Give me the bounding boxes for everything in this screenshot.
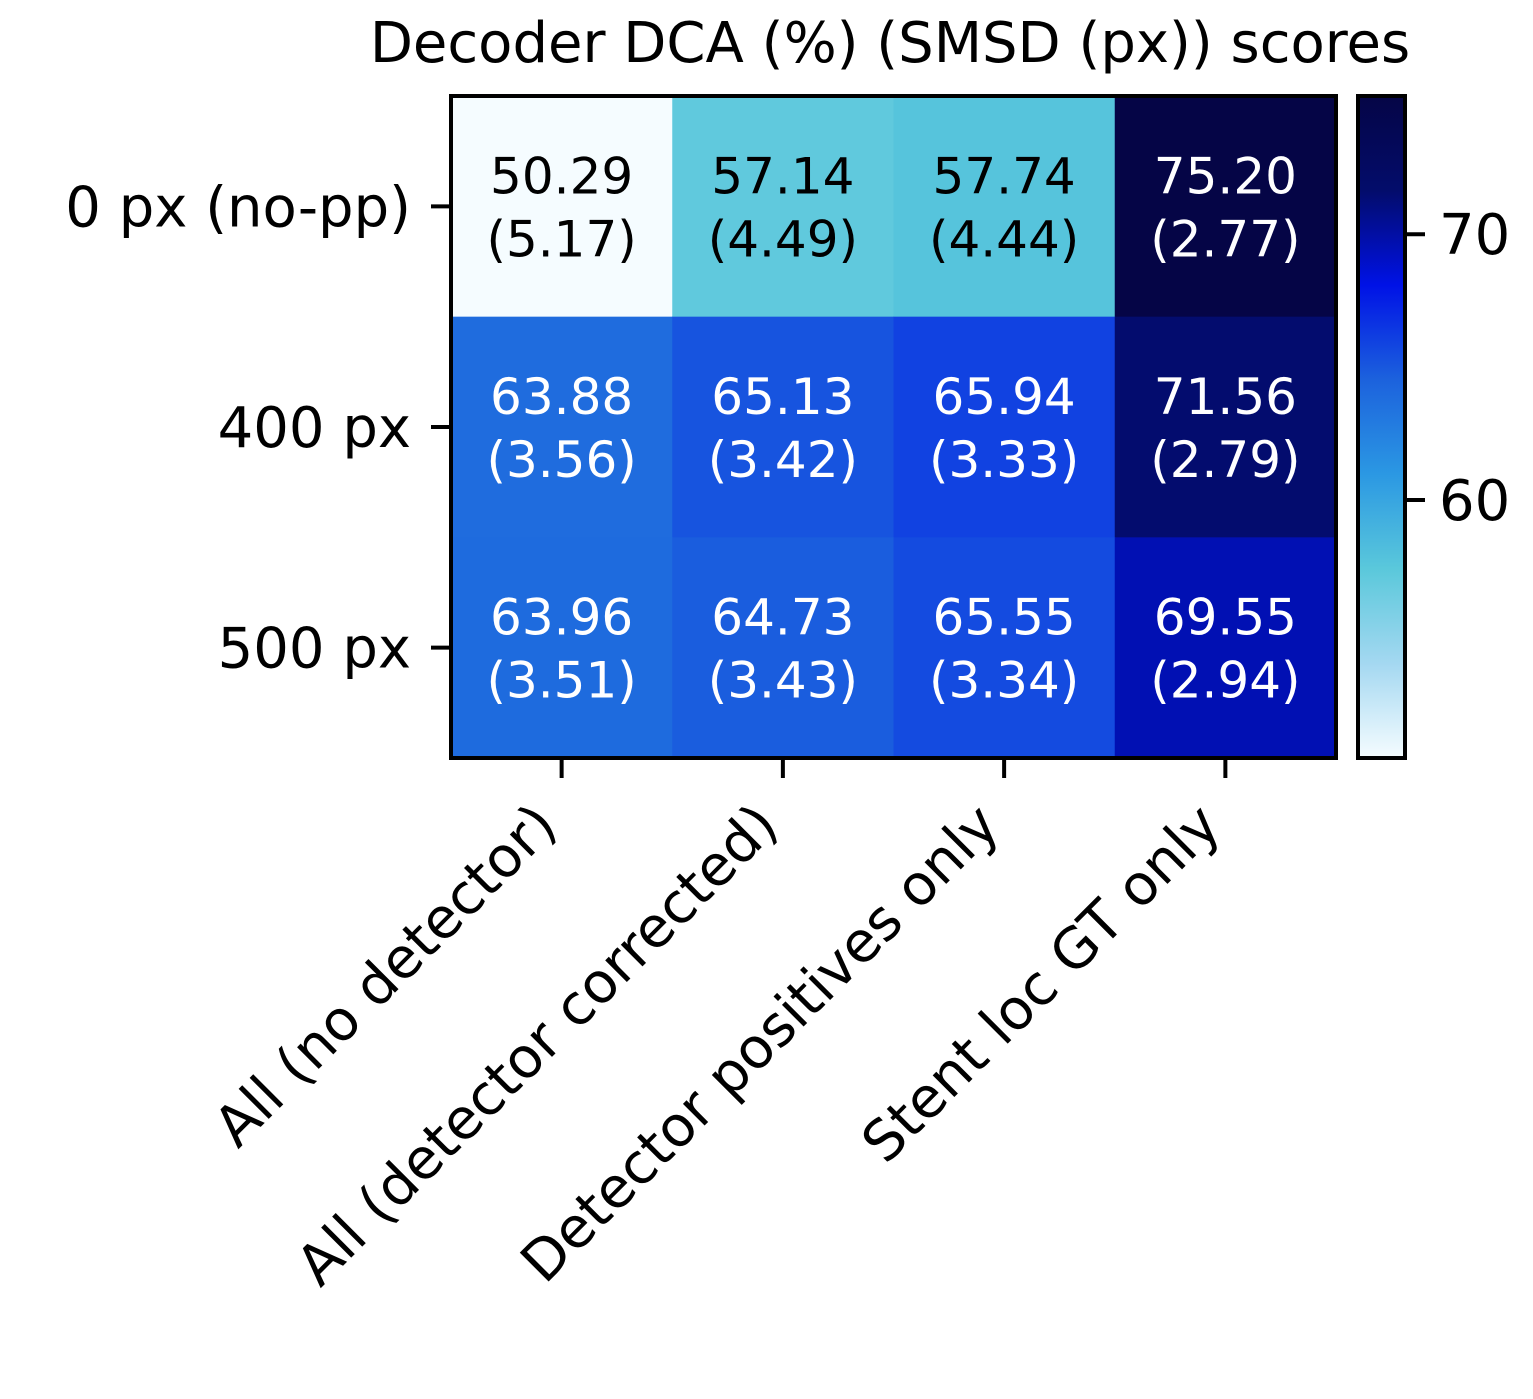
cell-secondary-value: 3.43: [727, 652, 838, 710]
cell-secondary-label: (5.17): [486, 210, 636, 268]
cell-value-label: 63.96: [490, 589, 633, 647]
cell-secondary-label: (3.34): [929, 652, 1079, 710]
cell-secondary-value: 3.51: [506, 652, 617, 710]
cell-value-label: 71.56: [1154, 368, 1297, 426]
row-tick-label: 0 px (no-pp): [65, 175, 411, 240]
heatmap-cell: [1114, 316, 1337, 538]
column-ticks: All (no detector)All (detector corrected…: [202, 758, 1233, 1298]
cell-value-label: 64.73: [711, 589, 854, 647]
heatmap-cell: [1114, 96, 1337, 318]
cell-value-label: 65.94: [933, 368, 1076, 426]
heatmap-cell: [672, 96, 895, 318]
cell-value-label: 65.55: [933, 589, 1076, 647]
cell-secondary-label: (4.44): [929, 210, 1079, 268]
heatmap-cell: [893, 537, 1116, 759]
colorbar-tick-label: 60: [1439, 469, 1510, 534]
heatmap-cell-labels: 50.29(5.17)57.14(4.49)57.74(4.44)75.20(2…: [486, 147, 1300, 709]
cell-secondary-label: (2.94): [1150, 652, 1300, 710]
row-ticks: 0 px (no-pp) 400 px 500 px: [65, 175, 451, 682]
cell-secondary-value: 4.44: [948, 210, 1059, 268]
cell-secondary-value: 3.33: [948, 431, 1059, 489]
colorbar-tick-label: 70: [1439, 203, 1510, 268]
cell-secondary-value: 2.79: [1170, 431, 1281, 489]
cell-value-label: 50.29: [490, 147, 633, 205]
cell-secondary-value: 3.34: [948, 652, 1059, 710]
heatmap-cell: [451, 316, 673, 538]
cell-secondary-value: 3.56: [506, 431, 617, 489]
heatmap-cell: [672, 537, 895, 759]
heatmap-cell: [672, 316, 895, 538]
cell-value-label: 57.14: [711, 147, 854, 205]
cell-secondary-label: (3.51): [486, 652, 636, 710]
cell-secondary-value: 4.49: [727, 210, 838, 268]
heatmap-cell: [451, 537, 673, 759]
cell-value-label: 65.13: [711, 368, 854, 426]
colorbar-gradient: [1356, 94, 1407, 760]
colorbar: 60 70: [1356, 94, 1510, 760]
cell-secondary-value: 2.94: [1170, 652, 1281, 710]
row-tick-label: 500 px: [218, 617, 411, 682]
cell-secondary-value: 5.17: [506, 210, 617, 268]
cell-secondary-label: (4.49): [708, 210, 858, 268]
cell-secondary-label: (3.43): [708, 652, 858, 710]
cell-secondary-label: (3.42): [708, 431, 858, 489]
cell-secondary-value: 3.42: [727, 431, 838, 489]
cell-secondary-value: 2.77: [1170, 210, 1281, 268]
heatmap-cell: [893, 316, 1116, 538]
cell-value-label: 69.55: [1154, 589, 1297, 647]
heatmap-cells: [451, 96, 1337, 759]
cell-secondary-label: (3.33): [929, 431, 1079, 489]
cell-secondary-label: (3.56): [486, 431, 636, 489]
cell-value-label: 63.88: [490, 368, 633, 426]
cell-secondary-label: (2.79): [1150, 431, 1300, 489]
chart-title: Decoder DCA (%) (SMSD (px)) scores: [370, 11, 1410, 76]
heatmap-cell: [451, 96, 673, 318]
cell-value-label: 75.20: [1154, 147, 1297, 205]
cell-value-label: 57.74: [933, 147, 1076, 205]
heatmap-cell: [893, 96, 1116, 318]
cell-secondary-label: (2.77): [1150, 210, 1300, 268]
row-tick-label: 400 px: [218, 396, 411, 461]
heatmap-cell: [1114, 537, 1337, 759]
